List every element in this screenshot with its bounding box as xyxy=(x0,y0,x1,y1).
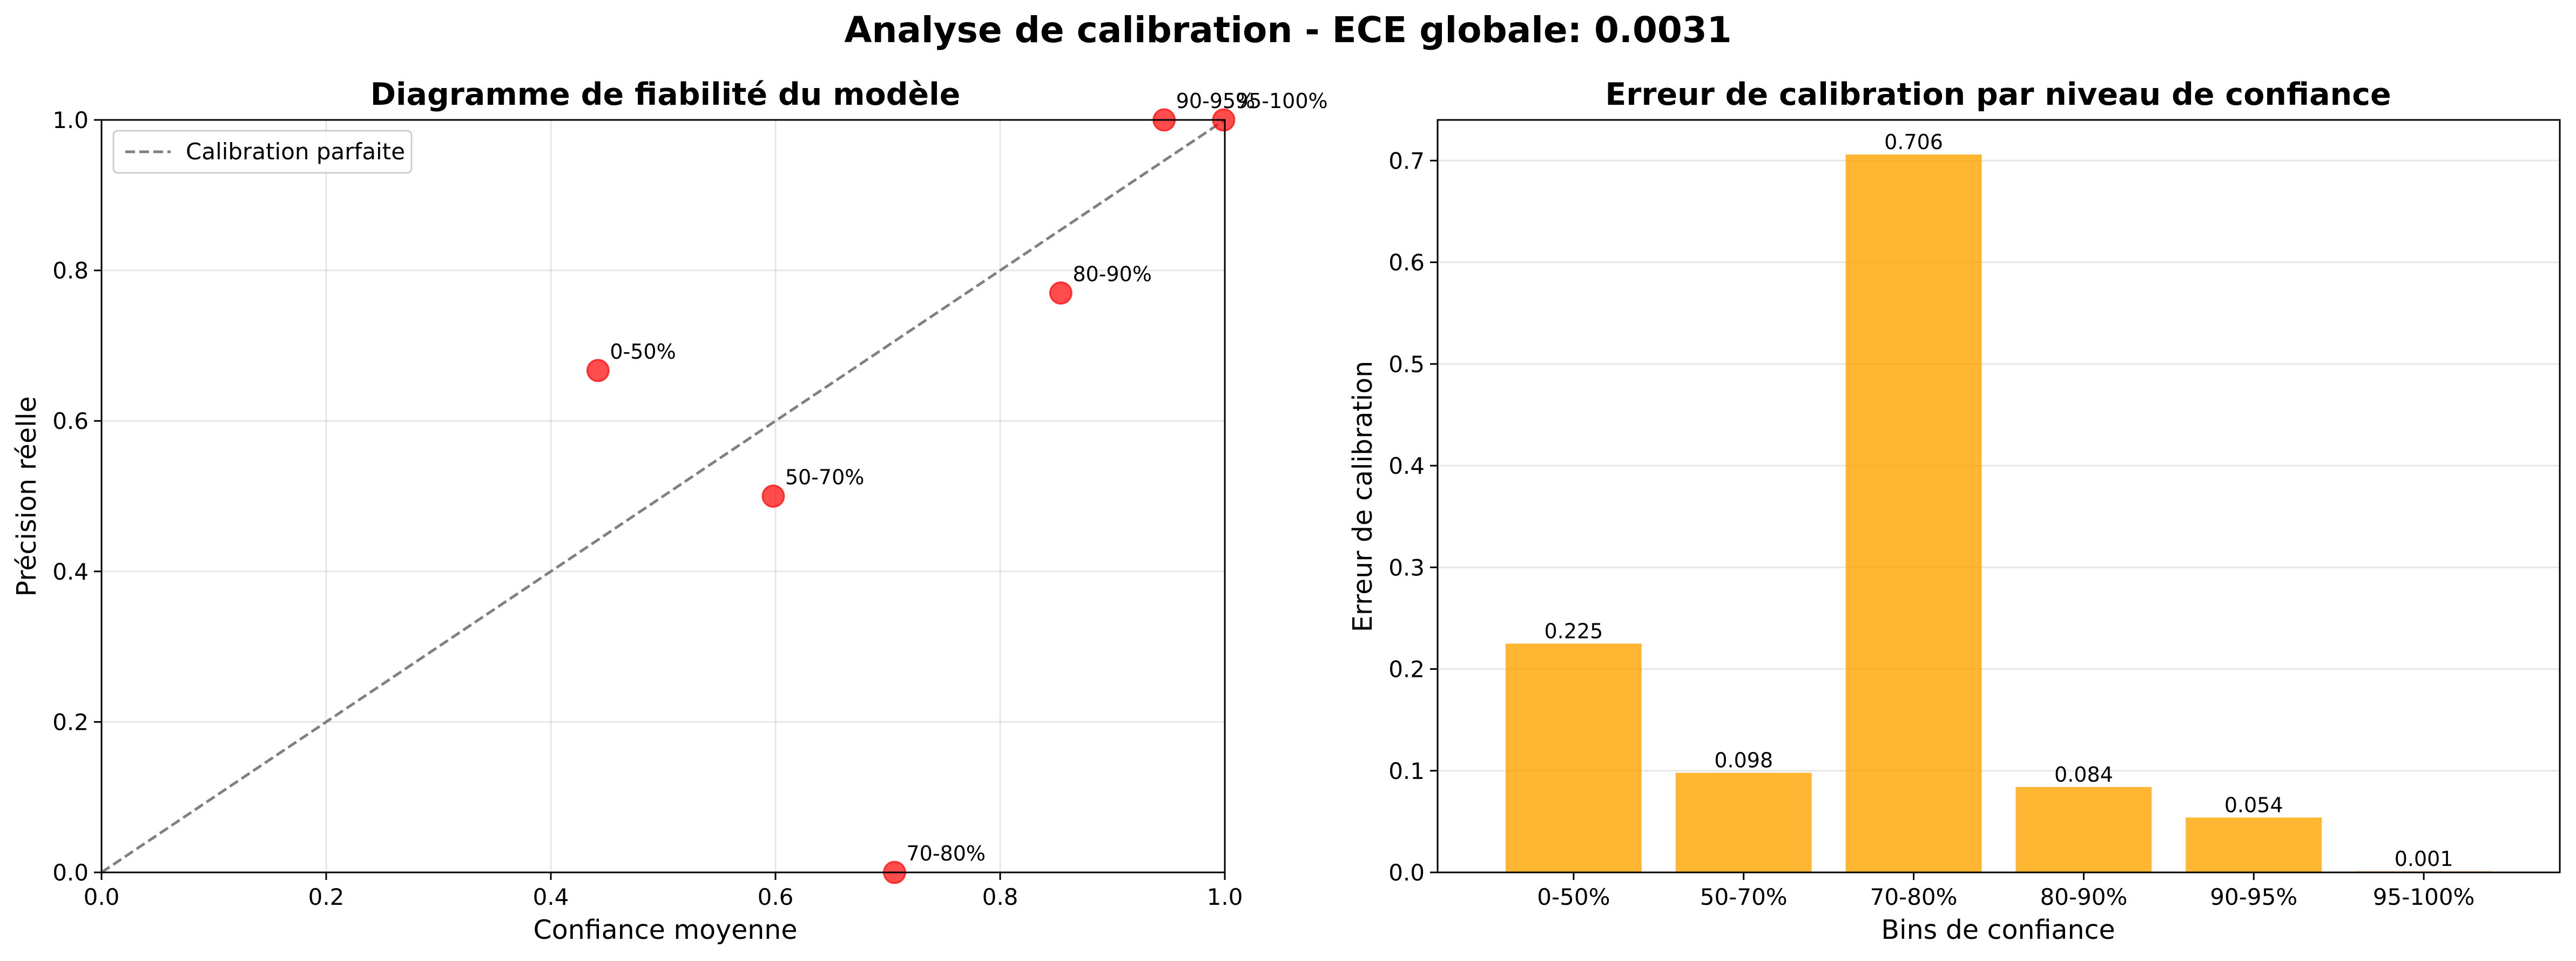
point-annotation: 0-50% xyxy=(610,340,676,364)
plot-frame xyxy=(1437,119,2561,873)
legend-entry-calibration-parfaite: Calibration parfaite xyxy=(186,138,405,165)
point-annotation: 50-70% xyxy=(785,466,865,489)
bar-chart-ylabel: Erreur de calibration xyxy=(1347,361,1378,632)
bar-value-label: 0.706 xyxy=(1884,130,1943,154)
bar xyxy=(1505,643,1642,872)
x-tick-label: 70-80% xyxy=(1870,884,1958,910)
point-annotation: 80-90% xyxy=(1073,262,1152,286)
reliability-xlabel: Confiance moyenne xyxy=(534,915,798,945)
reliability-diagram-panel: 0-50% 50-70% 70-80% 80-90% 90-95%95-100% 0.0… xyxy=(11,77,1328,945)
bar-value-label: 0.098 xyxy=(1714,749,1773,772)
y-tick-label: 0.2 xyxy=(1388,656,1425,683)
x-tick-label: 0.8 xyxy=(982,884,1019,910)
y-tick-label: 1.0 xyxy=(52,107,89,133)
reliability-points: 0-50% 50-70% 70-80% 80-90% 90-95%95-100% xyxy=(586,89,1328,884)
figure-suptitle: Analyse de calibration - ECE globale: 0.… xyxy=(844,9,1731,51)
reliability-reference-line xyxy=(100,118,1226,874)
x-tick-label: 50-70% xyxy=(1700,884,1788,910)
x-tick-label: 80-90% xyxy=(2040,884,2127,910)
y-tick-label: 0.0 xyxy=(1388,859,1425,886)
x-tick-label: 1.0 xyxy=(1207,884,1243,910)
bar-value-label: 0.225 xyxy=(1544,619,1603,643)
plot-frame xyxy=(100,119,1226,873)
x-tick-label: 95-100% xyxy=(2373,884,2475,910)
y-tick-label: 0.3 xyxy=(1388,554,1425,581)
scatter-point xyxy=(761,485,785,508)
y-tick-label: 0.8 xyxy=(52,258,89,284)
y-tick-label: 0.0 xyxy=(52,859,89,886)
reliability-axes: 0.0 0.2 0.4 0.6 0.8 1.0 0.0 0.2 0.4 0.6 0.8 1.0 xyxy=(52,107,1243,910)
calibration-error-panel: 0.225 0.098 0.706 0.084 0.054 0.001 0.0 0.1 0.2… xyxy=(1347,77,2561,945)
y-tick-label: 0.6 xyxy=(52,408,89,434)
point-annotation: 90-95% xyxy=(1176,89,1256,113)
scatter-point xyxy=(586,359,610,382)
reliability-legend: Calibration parfaite xyxy=(112,130,413,174)
x-tick-label: 0.4 xyxy=(533,884,569,910)
bar-chart-bars: 0.225 0.098 0.706 0.084 0.054 0.001 xyxy=(1505,130,2492,873)
bar-chart-xlabel: Bins de confiance xyxy=(1881,915,2115,945)
bar xyxy=(2186,817,2322,872)
point-annotation: 70-80% xyxy=(906,842,986,865)
bar-value-label: 0.084 xyxy=(2054,763,2113,787)
x-tick-label: 90-95% xyxy=(2210,884,2297,910)
bar xyxy=(1675,772,1812,872)
y-tick-label: 0.2 xyxy=(52,709,89,735)
bar-chart-title: Erreur de calibration par niveau de conf… xyxy=(1605,77,2391,112)
reliability-ylabel: Précision réelle xyxy=(11,397,42,597)
y-tick-label: 0.4 xyxy=(1388,453,1425,479)
y-tick-label: 0.5 xyxy=(1388,351,1425,378)
bar-chart-axes: 0.0 0.1 0.2 0.3 0.4 0.5 0.6 0.7 0-50% 50-70% 70-80… xyxy=(1388,119,2561,910)
x-tick-label: 0.2 xyxy=(308,884,345,910)
x-tick-label: 0.0 xyxy=(84,884,120,910)
bar xyxy=(2015,787,2152,872)
bar-value-label: 0.001 xyxy=(2395,847,2453,871)
bar xyxy=(1845,154,1982,873)
reliability-title: Diagramme de fiabilité du modèle xyxy=(370,77,961,112)
perfect-calibration-line xyxy=(100,118,1226,874)
legend-box xyxy=(112,130,413,174)
y-tick-label: 0.7 xyxy=(1388,147,1425,174)
scatter-point xyxy=(1049,281,1073,305)
x-tick-label: 0.6 xyxy=(758,884,794,910)
y-tick-label: 0.4 xyxy=(52,559,89,585)
y-tick-label: 0.6 xyxy=(1388,250,1425,276)
x-tick-label: 0-50% xyxy=(1537,884,1610,910)
bar-value-label: 0.054 xyxy=(2224,793,2283,817)
y-tick-label: 0.1 xyxy=(1388,758,1425,784)
point-annotation: 95-100% xyxy=(1236,89,1328,113)
